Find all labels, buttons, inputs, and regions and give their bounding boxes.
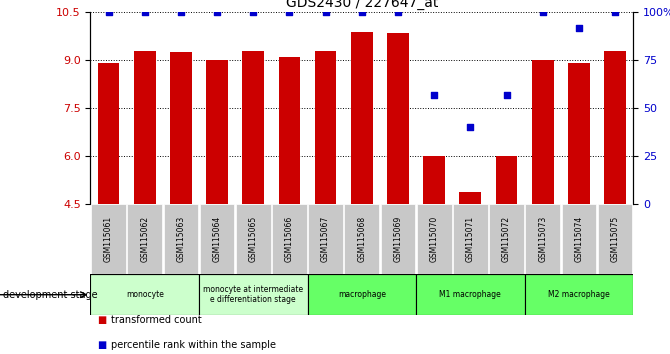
Bar bbox=[344, 204, 379, 274]
Text: GSM115074: GSM115074 bbox=[574, 216, 584, 262]
Text: percentile rank within the sample: percentile rank within the sample bbox=[111, 340, 275, 350]
Text: GSM115061: GSM115061 bbox=[104, 216, 113, 262]
Bar bbox=[308, 274, 416, 315]
Bar bbox=[90, 274, 199, 315]
Bar bbox=[236, 204, 271, 274]
Text: transformed count: transformed count bbox=[111, 315, 201, 325]
Bar bbox=[525, 274, 633, 315]
Title: GDS2430 / 227647_at: GDS2430 / 227647_at bbox=[285, 0, 438, 10]
Bar bbox=[315, 51, 336, 204]
Point bbox=[465, 124, 476, 130]
Bar bbox=[568, 63, 590, 204]
Bar bbox=[351, 32, 373, 204]
Bar bbox=[604, 51, 626, 204]
Text: GSM115073: GSM115073 bbox=[538, 216, 547, 262]
Text: GSM115067: GSM115067 bbox=[321, 216, 330, 262]
Point bbox=[356, 10, 367, 15]
Bar bbox=[453, 204, 488, 274]
Point bbox=[610, 10, 620, 15]
Text: ■: ■ bbox=[97, 315, 107, 325]
Point bbox=[393, 10, 403, 15]
Bar bbox=[308, 204, 343, 274]
Text: GSM115072: GSM115072 bbox=[502, 216, 511, 262]
Text: GSM115062: GSM115062 bbox=[140, 216, 149, 262]
Point bbox=[176, 10, 186, 15]
Point bbox=[574, 25, 584, 30]
Point bbox=[248, 10, 259, 15]
Bar bbox=[170, 52, 192, 204]
Bar bbox=[532, 60, 553, 204]
Text: GSM115063: GSM115063 bbox=[176, 216, 186, 262]
Bar bbox=[127, 204, 162, 274]
Bar bbox=[417, 204, 452, 274]
Bar bbox=[272, 204, 307, 274]
Bar bbox=[243, 51, 264, 204]
Point bbox=[284, 10, 295, 15]
Text: GSM115065: GSM115065 bbox=[249, 216, 258, 262]
Text: macrophage: macrophage bbox=[338, 290, 386, 299]
Bar bbox=[525, 204, 560, 274]
Text: GSM115075: GSM115075 bbox=[610, 216, 620, 262]
Point bbox=[103, 10, 114, 15]
Text: GSM115070: GSM115070 bbox=[429, 216, 439, 262]
Point bbox=[537, 10, 548, 15]
Bar bbox=[199, 274, 308, 315]
Point bbox=[501, 92, 512, 97]
Bar bbox=[91, 204, 126, 274]
Bar bbox=[387, 33, 409, 204]
Text: GSM115068: GSM115068 bbox=[357, 216, 366, 262]
Bar bbox=[163, 204, 198, 274]
Bar bbox=[489, 204, 524, 274]
Text: M2 macrophage: M2 macrophage bbox=[548, 290, 610, 299]
Point bbox=[212, 10, 222, 15]
Point bbox=[320, 10, 331, 15]
Bar bbox=[561, 204, 596, 274]
Point bbox=[139, 10, 150, 15]
Text: development stage: development stage bbox=[3, 290, 98, 300]
Text: ■: ■ bbox=[97, 340, 107, 350]
Bar bbox=[279, 57, 300, 204]
Bar bbox=[134, 51, 155, 204]
Bar bbox=[496, 156, 517, 204]
Text: monocyte at intermediate
e differentiation stage: monocyte at intermediate e differentiati… bbox=[203, 285, 304, 304]
Bar bbox=[206, 60, 228, 204]
Bar bbox=[598, 204, 632, 274]
Text: GSM115069: GSM115069 bbox=[393, 216, 403, 262]
Bar bbox=[460, 193, 481, 204]
Bar bbox=[381, 204, 415, 274]
Text: GSM115071: GSM115071 bbox=[466, 216, 475, 262]
Bar bbox=[98, 63, 119, 204]
Text: GSM115066: GSM115066 bbox=[285, 216, 294, 262]
Bar bbox=[416, 274, 525, 315]
Bar bbox=[423, 156, 445, 204]
Point bbox=[429, 92, 440, 97]
Text: GSM115064: GSM115064 bbox=[212, 216, 222, 262]
Text: M1 macrophage: M1 macrophage bbox=[440, 290, 501, 299]
Text: monocyte: monocyte bbox=[126, 290, 163, 299]
Bar bbox=[200, 204, 234, 274]
